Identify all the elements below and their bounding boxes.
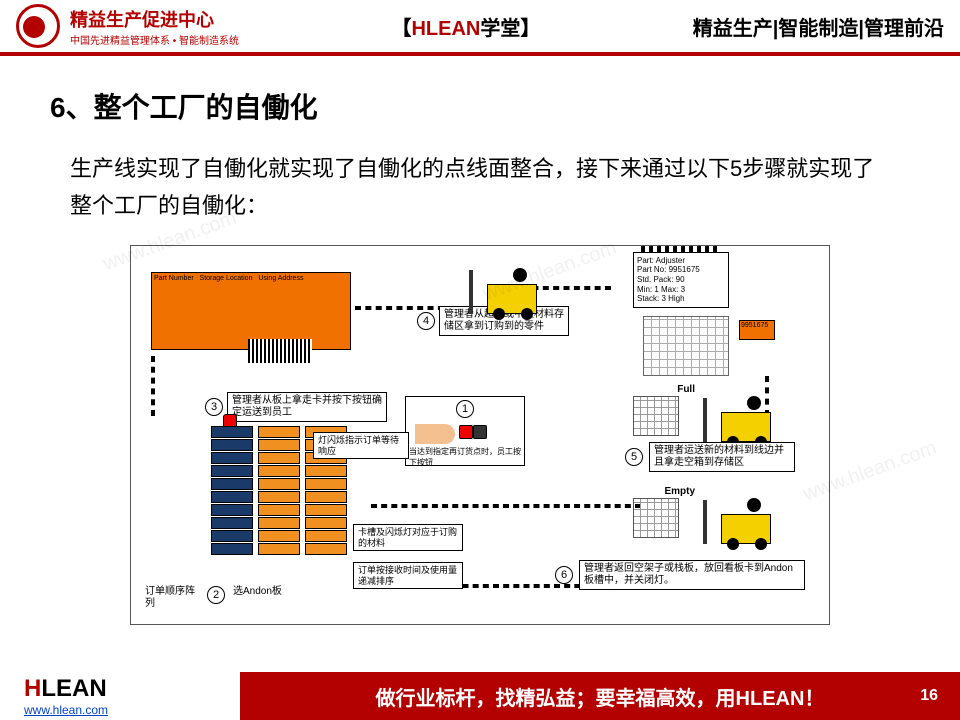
forklift-icon bbox=[685, 496, 775, 550]
small-kanban: 9951675 bbox=[739, 320, 775, 340]
arrow bbox=[151, 356, 155, 416]
step-6-num: 6 bbox=[555, 566, 573, 584]
footer-logo: HLEAN www.hlean.com bbox=[0, 675, 240, 717]
section-title: 6、整个工厂的自働化 bbox=[50, 86, 910, 126]
forklift-icon bbox=[685, 394, 775, 448]
step-3-num: 3 bbox=[205, 398, 223, 416]
logo-text: 精益生产促进中心 中国先进精益管理体系 • 智能制造系统 bbox=[70, 6, 239, 47]
kanban-card: Part Number Storage Location Using Addre… bbox=[151, 272, 351, 350]
header-right: 精益生产|智能制造|管理前沿 bbox=[693, 12, 944, 41]
logo-icon bbox=[16, 4, 60, 48]
main-content: 6、整个工厂的自働化 生产线实现了自働化就实现了自働化的点线面整合，接下来通过以… bbox=[0, 56, 960, 625]
barcode-icon bbox=[248, 339, 312, 363]
footer-bar: 做行业标杆，找精弘益；要幸福高效，用HLEAN！ 16 bbox=[240, 672, 960, 720]
step-1-box: 1 当达到指定再订货点时，员工按下按钮 bbox=[405, 396, 525, 466]
step-3-label: 管理者从板上拿走卡并按下按钮确定运送到员工 bbox=[227, 392, 387, 422]
rack-note-2: 卡槽及闪烁灯对应于订购的材料 bbox=[353, 524, 463, 552]
storage-grid bbox=[643, 316, 729, 376]
button-dark-icon bbox=[473, 425, 487, 439]
step-1-num: 1 bbox=[456, 400, 474, 418]
body-text: 生产线实现了自働化就实现了自働化的点线面整合，接下来通过以下5步骤就实现了整个工… bbox=[50, 150, 910, 225]
footer-url[interactable]: www.hlean.com bbox=[24, 703, 240, 717]
cage-full bbox=[633, 396, 679, 436]
step-5-num: 5 bbox=[625, 448, 643, 466]
part-sign: Part: Adjuster Part No: 9951675 Std. Pac… bbox=[633, 252, 729, 308]
cage-empty bbox=[633, 498, 679, 538]
rack-note-3: 订单按接收时间及使用量递减排序 bbox=[353, 562, 463, 590]
process-diagram: Part Number Storage Location Using Addre… bbox=[130, 245, 830, 625]
button-red-icon bbox=[459, 425, 473, 439]
step-2-label: 订单顺序阵列 bbox=[141, 584, 205, 612]
header: 精益生产促进中心 中国先进精益管理体系 • 智能制造系统 【HLEAN学堂】 精… bbox=[0, 0, 960, 56]
hand-icon bbox=[415, 424, 455, 444]
header-center: 【HLEAN学堂】 bbox=[239, 12, 693, 41]
rack-note-1: 灯闪烁指示订单等待响应 bbox=[313, 432, 409, 460]
page-number: 16 bbox=[920, 687, 938, 705]
step-2-label2: 选Andon板 bbox=[229, 584, 293, 600]
footer: HLEAN www.hlean.com 做行业标杆，找精弘益；要幸福高效，用HL… bbox=[0, 672, 960, 720]
step-5-label: 管理者运送新的材料到线边并且拿走空箱到存储区 bbox=[649, 442, 795, 472]
step-6-label: 管理者返回空架子或栈板，放回看板卡到Andon板槽中，并关闭灯。 bbox=[579, 560, 805, 590]
step-2-num: 2 bbox=[207, 586, 225, 604]
forklift-icon bbox=[451, 266, 541, 320]
step-4-num: 4 bbox=[417, 312, 435, 330]
footer-slogan: 做行业标杆，找精弘益；要幸福高效，用HLEAN！ bbox=[376, 682, 825, 711]
arrow bbox=[371, 504, 641, 508]
logo-title: 精益生产促进中心 bbox=[70, 6, 239, 32]
logo-subtitle: 中国先进精益管理体系 • 智能制造系统 bbox=[70, 32, 239, 47]
